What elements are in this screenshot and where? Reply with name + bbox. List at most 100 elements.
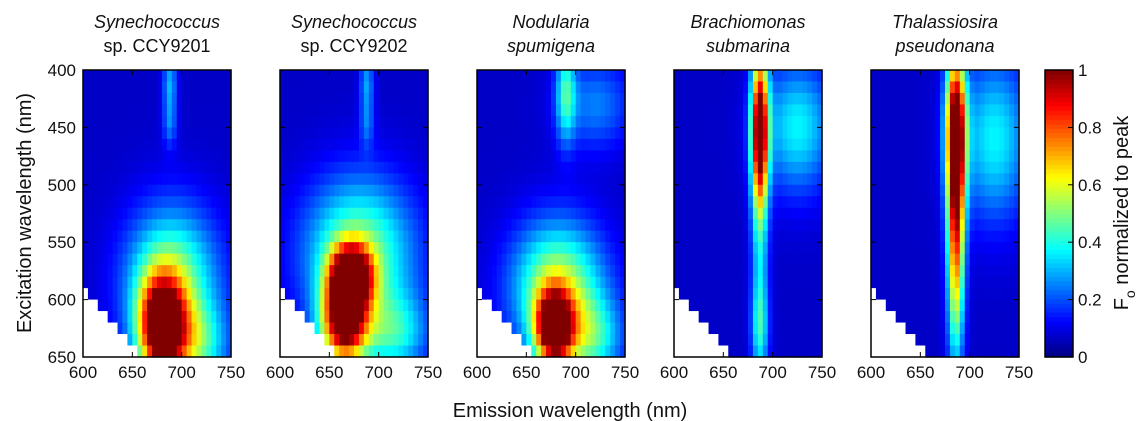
heatmap-cell	[900, 104, 907, 117]
heatmap-cell	[743, 230, 749, 243]
heatmap-cell	[688, 288, 695, 301]
heatmap-cell	[191, 230, 198, 243]
heatmap-cell	[501, 173, 508, 186]
heatmap-cell	[959, 334, 966, 347]
heatmap-cell	[777, 288, 784, 301]
heatmap-cell	[964, 219, 971, 232]
heatmap-cell	[792, 104, 798, 117]
heatmap-cell	[777, 207, 784, 220]
heatmap-cell	[216, 311, 222, 324]
heatmap-cell	[181, 230, 188, 243]
heatmap-cell	[388, 265, 395, 278]
heatmap-cell	[792, 150, 798, 163]
heatmap-cell	[186, 345, 193, 358]
heatmap-cell	[117, 219, 124, 232]
heatmap-cell	[930, 334, 936, 347]
heatmap-cell	[496, 219, 503, 232]
heatmap-cell	[132, 207, 138, 220]
heatmap-cell	[516, 196, 522, 209]
heatmap-cell	[555, 184, 562, 197]
heatmap-cell	[565, 253, 572, 266]
heatmap-cell	[403, 288, 409, 301]
heatmap-cell	[161, 334, 168, 347]
heatmap-cell	[989, 115, 995, 128]
heatmap-cell	[974, 242, 981, 255]
heatmap-cell	[354, 92, 360, 106]
heatmap-cell	[284, 92, 291, 106]
heatmap-cell	[964, 138, 971, 151]
heatmap-cell	[398, 345, 404, 358]
heatmap-cell	[930, 345, 936, 358]
colorbar-segment	[1045, 276, 1073, 282]
heatmap-cell	[506, 92, 513, 106]
heatmap-cell	[368, 150, 375, 163]
heatmap-cell	[585, 161, 592, 174]
heatmap-cell	[1009, 173, 1015, 186]
masked-cell	[83, 311, 89, 324]
heatmap-cell	[521, 127, 527, 140]
heatmap-cell	[157, 311, 163, 324]
heatmap-cell	[693, 242, 700, 255]
heatmap-cell	[959, 242, 966, 255]
heatmap-cell	[959, 150, 966, 163]
heatmap-cell	[570, 127, 577, 140]
heatmap-cell	[319, 81, 325, 94]
heatmap-cell	[949, 92, 956, 106]
masked-cell	[708, 334, 715, 347]
heatmap-cell	[979, 219, 986, 232]
heatmap-cell	[196, 242, 202, 255]
heatmap-cell	[181, 242, 188, 255]
heatmap-cell	[299, 92, 306, 106]
heatmap-cell	[284, 70, 291, 83]
heatmap-cell	[693, 115, 700, 128]
heatmap-cell	[299, 173, 306, 186]
panel-title-line1: Thalassiosira	[892, 12, 998, 32]
heatmap-cell	[678, 150, 685, 163]
heatmap-cell	[413, 288, 419, 301]
heatmap-cell	[398, 322, 404, 335]
heatmap-cell	[546, 311, 552, 324]
heatmap-cell	[802, 265, 808, 278]
heatmap-cell	[83, 230, 89, 243]
heatmap-cell	[541, 311, 547, 324]
heatmap-cell	[137, 322, 143, 335]
y-tick-label: 500	[48, 176, 76, 195]
heatmap-cell	[294, 299, 301, 312]
heatmap-cell	[555, 322, 562, 335]
heatmap-cell	[723, 104, 729, 117]
heatmap-cell	[354, 173, 360, 186]
heatmap-cell	[102, 207, 109, 220]
heatmap-cell	[555, 311, 562, 324]
heatmap-cell	[585, 299, 592, 312]
heatmap-cell	[491, 115, 498, 128]
heatmap-cell	[580, 242, 587, 255]
heatmap-cell	[157, 81, 163, 94]
heatmap-cell	[378, 253, 385, 266]
heatmap-cell	[206, 127, 212, 140]
heatmap-cell	[413, 127, 419, 140]
heatmap-cell	[595, 242, 601, 255]
heatmap-cell	[954, 276, 961, 289]
heatmap-cell	[506, 288, 513, 301]
heatmap-cell	[698, 150, 705, 163]
heatmap-cell	[132, 196, 138, 209]
heatmap-cell	[363, 138, 370, 151]
heatmap-cell	[216, 138, 222, 151]
colorbar-segment	[1045, 213, 1073, 219]
heatmap-cell	[949, 334, 956, 347]
heatmap-cell	[949, 70, 956, 83]
heatmap-cell	[743, 322, 749, 335]
heatmap-cell	[738, 219, 744, 232]
heatmap-cell	[885, 81, 892, 94]
heatmap-cell	[107, 276, 114, 289]
heatmap-cell	[817, 92, 823, 106]
heatmap-cell	[678, 92, 685, 106]
heatmap-cell	[344, 115, 350, 128]
heatmap-cell	[166, 173, 173, 186]
heatmap-cell	[112, 207, 119, 220]
heatmap-cell	[201, 322, 207, 335]
heatmap-cell	[984, 92, 990, 106]
heatmap-cell	[964, 288, 971, 301]
heatmap-cell	[221, 115, 227, 128]
heatmap-cell	[915, 265, 921, 278]
